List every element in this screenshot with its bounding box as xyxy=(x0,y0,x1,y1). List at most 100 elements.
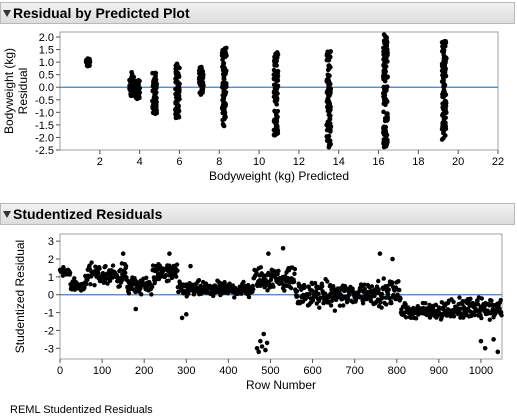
data-point xyxy=(385,291,391,296)
data-point xyxy=(176,108,182,114)
data-point xyxy=(97,266,102,271)
data-point xyxy=(382,67,388,72)
data-point xyxy=(325,121,330,127)
data-point xyxy=(327,54,333,60)
data-point xyxy=(174,74,179,80)
data-point xyxy=(440,101,445,106)
data-point xyxy=(221,60,227,66)
y-tick-label: -2.0 xyxy=(35,132,54,144)
data-point xyxy=(271,67,277,73)
data-point xyxy=(369,284,375,289)
data-point xyxy=(67,270,73,276)
y-tick-label: 2.0 xyxy=(39,32,54,44)
data-point xyxy=(152,78,158,83)
x-tick-label: 900 xyxy=(430,365,448,377)
data-point xyxy=(196,278,202,283)
data-point xyxy=(312,280,318,286)
points-group xyxy=(57,245,504,355)
section-title: Residual by Predicted Plot xyxy=(13,5,190,21)
data-point xyxy=(380,295,385,300)
data-point xyxy=(288,285,294,291)
data-point xyxy=(440,112,445,118)
data-point xyxy=(327,116,333,121)
data-point xyxy=(443,40,449,46)
x-tick-label: 500 xyxy=(261,365,279,377)
x-tick-label: 14 xyxy=(333,156,345,168)
data-point xyxy=(384,84,390,90)
data-point xyxy=(200,73,206,78)
data-point xyxy=(174,104,180,110)
data-point xyxy=(443,133,448,138)
data-point xyxy=(382,63,387,69)
data-point xyxy=(198,283,203,288)
data-point xyxy=(275,52,281,57)
disclosure-triangle-icon[interactable] xyxy=(3,10,11,17)
data-point xyxy=(381,57,386,62)
data-point xyxy=(199,66,205,72)
data-point xyxy=(271,118,277,124)
data-point xyxy=(443,92,449,98)
section-header-studentized-residuals[interactable]: Studentized Residuals xyxy=(0,203,515,225)
data-point xyxy=(381,74,387,79)
x-tick-label: 1000 xyxy=(469,365,493,377)
data-point xyxy=(384,302,389,307)
outlier-point xyxy=(258,338,263,344)
data-point xyxy=(149,292,154,297)
outlier-point xyxy=(256,349,261,355)
data-point xyxy=(381,125,387,130)
data-point xyxy=(150,98,155,104)
data-point xyxy=(439,137,445,142)
data-point xyxy=(96,270,101,276)
data-point xyxy=(499,313,504,318)
data-point xyxy=(110,275,115,280)
data-point xyxy=(149,284,155,289)
outlier-point xyxy=(280,245,286,251)
x-tick-label: 0 xyxy=(57,365,63,377)
data-point xyxy=(326,85,331,91)
points-group xyxy=(83,32,449,150)
data-point xyxy=(72,276,77,281)
data-point xyxy=(325,108,331,114)
data-point xyxy=(271,284,276,289)
outlier-point xyxy=(264,340,270,346)
data-point xyxy=(433,302,439,307)
x-axis-label: Row Number xyxy=(246,378,316,392)
data-point xyxy=(326,144,332,150)
data-point xyxy=(220,80,226,86)
data-point xyxy=(129,87,135,93)
data-point xyxy=(275,74,281,79)
data-point xyxy=(479,315,484,321)
section-header-residual-by-predicted[interactable]: Residual by Predicted Plot xyxy=(0,2,515,24)
data-point xyxy=(246,294,252,300)
data-point xyxy=(440,124,445,130)
x-tick-label: 600 xyxy=(303,365,321,377)
disclosure-triangle-icon[interactable] xyxy=(3,211,11,218)
data-point xyxy=(174,78,180,84)
x-tick-label: 700 xyxy=(345,365,363,377)
data-point xyxy=(271,132,277,138)
data-point xyxy=(154,268,160,274)
data-point xyxy=(457,295,462,300)
data-point xyxy=(451,314,457,319)
data-point xyxy=(82,285,87,290)
data-point xyxy=(384,44,390,49)
data-point xyxy=(175,268,180,273)
y-axis-label: Residual xyxy=(16,68,30,115)
data-point xyxy=(258,265,263,270)
data-point xyxy=(272,91,278,97)
data-point xyxy=(134,96,140,102)
data-point xyxy=(487,317,492,322)
data-point xyxy=(275,127,280,133)
y-tick-label: 1.5 xyxy=(39,45,54,57)
data-point xyxy=(134,85,140,90)
data-point xyxy=(379,291,385,297)
x-tick-label: 22 xyxy=(492,156,504,168)
data-point xyxy=(316,291,321,296)
x-tick-label: 6 xyxy=(176,156,182,168)
data-point xyxy=(128,93,134,99)
data-point xyxy=(475,302,481,307)
data-point xyxy=(175,70,181,76)
data-point xyxy=(458,306,463,311)
data-point xyxy=(250,283,255,289)
y-tick-label: 0.5 xyxy=(39,70,54,82)
